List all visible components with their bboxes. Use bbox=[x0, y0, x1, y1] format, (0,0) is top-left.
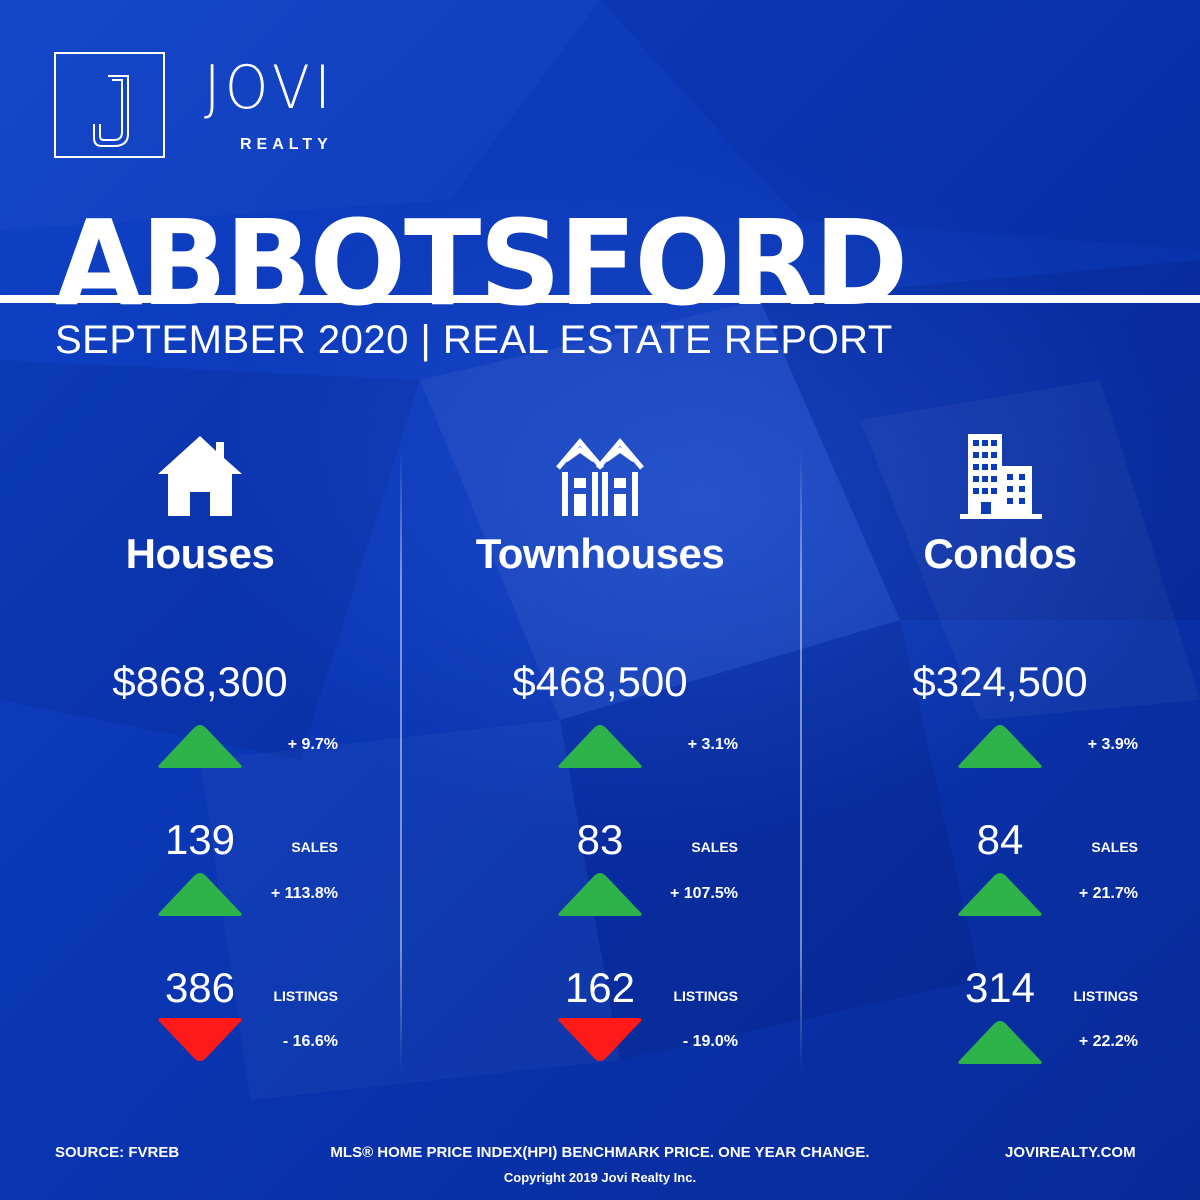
stats-column-houses: Houses $868,300 + 9.7% 139 SALES + 113.8% 386 L… bbox=[0, 430, 400, 1090]
listings-label: LISTINGS bbox=[673, 988, 738, 1004]
sales-count: 139 bbox=[164, 816, 236, 863]
listings-label: LISTINGS bbox=[1073, 988, 1138, 1004]
trend-up-icon bbox=[155, 870, 245, 916]
sales-change: + 21.7% bbox=[1078, 885, 1138, 902]
trend-up-icon bbox=[955, 1018, 1045, 1064]
column-divider bbox=[800, 450, 802, 1070]
brand-subtitle: REALTY bbox=[240, 136, 333, 153]
house-icon bbox=[150, 430, 250, 520]
stats-column-townhouses: Townhouses $468,500 + 3.1% 83 SALES + 107.5% 1… bbox=[400, 430, 800, 1090]
trend-down-icon bbox=[555, 1018, 645, 1064]
footer-note: MLS® HOME PRICE INDEX(HPI) BENCHMARK PRI… bbox=[330, 1144, 870, 1161]
logo-j-icon bbox=[93, 75, 129, 147]
benchmark-price: $468,500 bbox=[512, 658, 688, 705]
price-change: + 9.7% bbox=[287, 736, 338, 753]
category-title: Condos bbox=[923, 530, 1077, 577]
sales-label: SALES bbox=[291, 839, 338, 855]
listings-count: 162 bbox=[564, 964, 636, 1011]
category-title: Houses bbox=[125, 530, 275, 577]
footer-source: SOURCE: FVREB bbox=[55, 1144, 180, 1161]
column-divider bbox=[400, 450, 402, 1070]
trend-up-icon bbox=[955, 722, 1045, 768]
trend-up-icon bbox=[155, 722, 245, 768]
title-underline bbox=[0, 295, 1200, 303]
city-title: ABBOTSFORD bbox=[55, 194, 908, 332]
trend-up-icon bbox=[555, 870, 645, 916]
condo-building-icon bbox=[950, 430, 1050, 520]
sales-label: SALES bbox=[691, 839, 738, 855]
footer-copyright: Copyright 2019 Jovi Realty Inc. bbox=[503, 1170, 697, 1185]
trend-up-icon bbox=[955, 870, 1045, 916]
brand-name: JOVI bbox=[204, 53, 336, 123]
sales-count: 84 bbox=[976, 816, 1024, 863]
benchmark-price: $324,500 bbox=[912, 658, 1088, 705]
stats-column-condos: Condos $324,500 + 3.9% 84 SALES + 21.7% 314 LIS… bbox=[800, 430, 1200, 1090]
listings-label: LISTINGS bbox=[273, 988, 338, 1004]
sales-change: + 113.8% bbox=[270, 885, 338, 902]
sales-label: SALES bbox=[1091, 839, 1138, 855]
listings-change: - 19.0% bbox=[682, 1033, 738, 1050]
report-subtitle: SEPTEMBER 2020 | REAL ESTATE REPORT bbox=[55, 318, 893, 362]
trend-down-icon bbox=[155, 1018, 245, 1064]
listings-count: 386 bbox=[164, 964, 236, 1011]
sales-change: + 107.5% bbox=[669, 885, 738, 902]
townhouse-icon bbox=[550, 430, 650, 520]
price-change: + 3.9% bbox=[1087, 736, 1138, 753]
listings-change: - 16.6% bbox=[282, 1033, 338, 1050]
listings-count: 314 bbox=[964, 964, 1036, 1011]
sales-count: 83 bbox=[576, 816, 624, 863]
price-change: + 3.1% bbox=[687, 736, 738, 753]
benchmark-price: $868,300 bbox=[112, 658, 288, 705]
trend-up-icon bbox=[555, 722, 645, 768]
listings-change: + 22.2% bbox=[1078, 1033, 1138, 1050]
brand-logo-box bbox=[54, 52, 165, 158]
footer-website: JOVIREALTY.COM bbox=[1005, 1144, 1136, 1161]
category-title: Townhouses bbox=[475, 530, 725, 577]
